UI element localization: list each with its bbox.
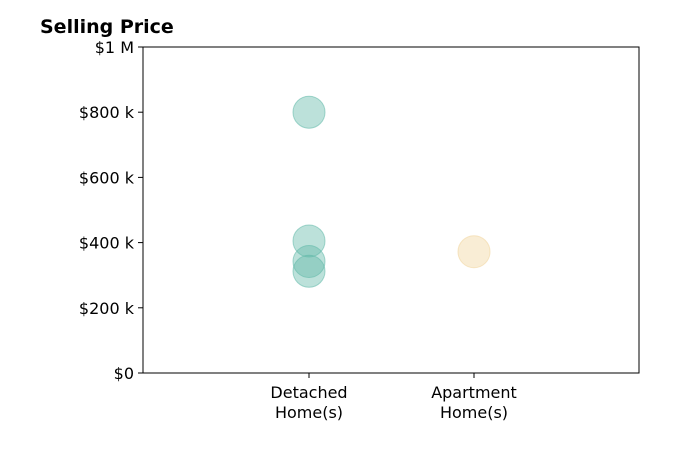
data-point (292, 95, 326, 129)
y-tick-label: $200 k (79, 299, 135, 318)
data-point (457, 235, 491, 269)
x-tick-label: Home(s) (275, 403, 343, 422)
x-tick-label: Home(s) (440, 403, 508, 422)
x-tick-label: Apartment (431, 383, 517, 402)
data-point (292, 224, 326, 258)
y-tick-label: $1 M (95, 38, 134, 57)
y-tick-label: $400 k (79, 234, 135, 253)
y-tick-label: $0 (114, 364, 134, 383)
data-points (292, 95, 491, 288)
plot-area-frame (142, 46, 640, 374)
x-tick-label: Detached (270, 383, 347, 402)
y-axis: $0 $200 k $400 k $600 k $800 k $1 M (79, 38, 143, 383)
chart-title: Selling Price (40, 16, 174, 38)
y-tick-label: $600 k (79, 168, 135, 187)
data-point (292, 245, 326, 279)
y-tick-label: $800 k (79, 103, 135, 122)
data-point (292, 254, 326, 288)
